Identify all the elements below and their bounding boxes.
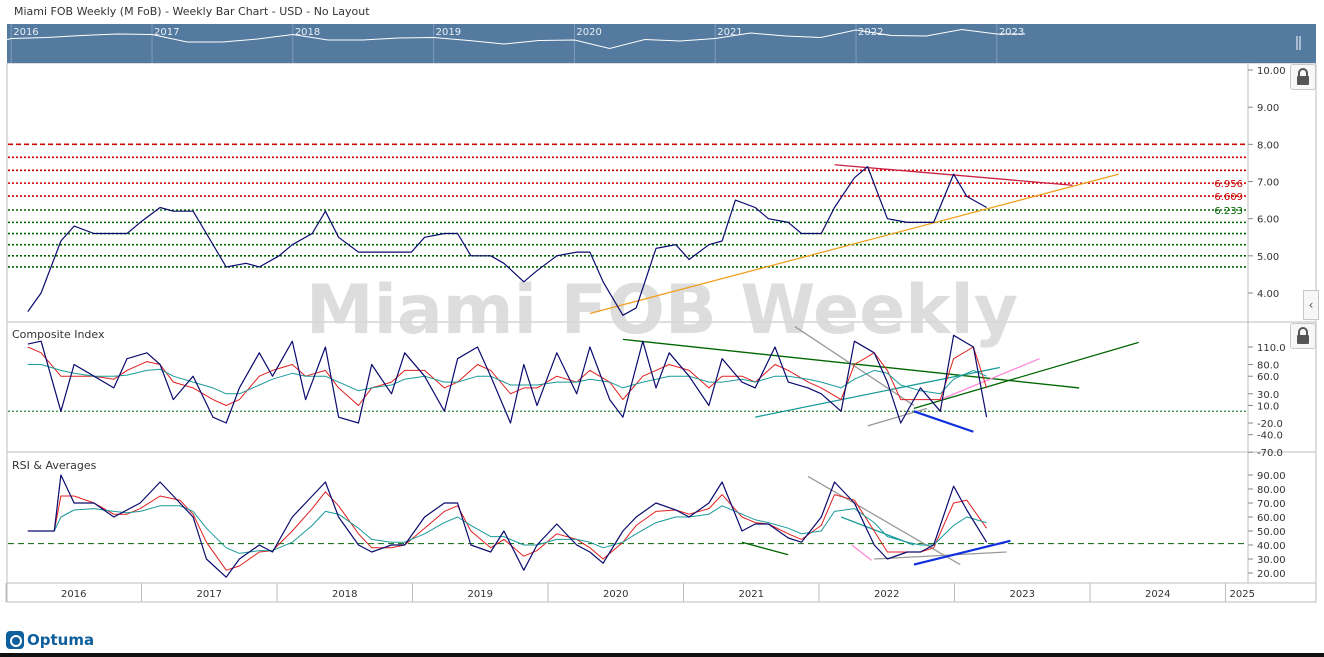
y-axis-tick-label: 10.00 <box>1257 66 1286 77</box>
navigator-background <box>7 24 1316 63</box>
navigator-price-line <box>7 28 1025 50</box>
y-axis-tick-label: 60.0 <box>1257 372 1279 383</box>
y-axis-tick-label: 30.0 <box>1257 390 1279 401</box>
y-axis-tick-label: 4.00 <box>1257 289 1279 300</box>
panel-title: RSI & Averages <box>12 459 97 472</box>
y-axis-tick-label: 6.00 <box>1257 215 1279 226</box>
x-axis-year-label: 2024 <box>1145 589 1170 600</box>
watermark: Miami FOB Weekly <box>306 271 1018 350</box>
brand-logo: Optuma <box>6 630 94 650</box>
y-axis-tick-label: 8.00 <box>1257 140 1279 151</box>
y-axis-tick-label: 7.00 <box>1257 178 1279 189</box>
x-axis-year-label: 2023 <box>1010 589 1035 600</box>
y-axis-tick-label: 9.00 <box>1257 103 1279 114</box>
lock-icon <box>1297 327 1309 344</box>
rsi-average-line <box>27 491 988 571</box>
y-axis-tick-label: -40.0 <box>1257 431 1283 442</box>
y-axis-tick-label: 110.0 <box>1257 343 1286 354</box>
trend-line[interactable] <box>940 358 1040 401</box>
trend-line[interactable] <box>913 539 1011 566</box>
y-axis-tick-label: 50.00 <box>1257 527 1286 538</box>
navigator-scroll-handle[interactable] <box>1296 36 1301 50</box>
chevron-left-icon[interactable]: ‹ <box>1303 290 1319 320</box>
lock-icon[interactable] <box>1290 64 1316 90</box>
chart-area[interactable]: Miami FOB Weekly 6.956 6.609 6.233 10.00 9.… <box>0 63 1324 603</box>
y-axis-tick-label: 20.00 <box>1257 569 1286 580</box>
x-axis-year-label: 2017 <box>197 589 222 600</box>
navigator-year-label: 2016 <box>13 27 38 38</box>
navigator-year-label: 2023 <box>999 27 1024 38</box>
y-axis-tick-label: -20.0 <box>1257 419 1283 430</box>
y-axis-tick-label: 70.00 <box>1257 499 1286 510</box>
y-axis-tick-label: 60.00 <box>1257 513 1286 524</box>
trend-line[interactable] <box>755 366 1000 418</box>
trend-line[interactable] <box>874 551 1007 560</box>
lock-icon <box>1297 68 1309 85</box>
rsi-average-line <box>27 505 987 554</box>
trend-line[interactable] <box>794 325 915 407</box>
rsi-line <box>27 474 988 578</box>
brand-name: Optuma <box>27 631 95 649</box>
navigator-year-label: 2019 <box>436 27 461 38</box>
y-axis-tick-label: 80.00 <box>1257 485 1286 496</box>
trend-line[interactable] <box>851 544 872 561</box>
chart-frame <box>6 63 1317 603</box>
navigator-year-label: 2018 <box>295 27 320 38</box>
bottom-bar <box>0 653 1324 657</box>
price-level-label: 6.609 <box>1214 192 1243 203</box>
panel-title: Composite Index <box>12 328 105 341</box>
x-axis-year-label: 2022 <box>874 589 899 600</box>
x-axis-year-label: 2025 <box>1230 589 1255 600</box>
x-axis-year-label: 2020 <box>603 589 628 600</box>
trend-line[interactable] <box>913 410 974 433</box>
trend-line[interactable] <box>913 341 1139 410</box>
x-axis-year-label: 2016 <box>61 589 86 600</box>
x-axis-year-label: 2018 <box>332 589 357 600</box>
composite-index-line <box>27 334 988 424</box>
price-level-label: 6.956 <box>1214 179 1243 190</box>
composite-average-line <box>27 364 987 395</box>
trend-line[interactable] <box>589 173 1120 315</box>
price-level-label: 6.233 <box>1214 206 1243 217</box>
optuma-logo-icon <box>6 631 24 649</box>
trend-line[interactable] <box>741 541 789 556</box>
window-title: Miami FOB Weekly (M FoB) - Weekly Bar Ch… <box>14 5 370 18</box>
x-axis-year-label: 2021 <box>739 589 764 600</box>
y-axis-tick-label: 10.0 <box>1257 401 1279 412</box>
y-axis-tick-label: 5.00 <box>1257 252 1279 263</box>
navigator-year-label: 2020 <box>576 27 601 38</box>
lock-icon[interactable] <box>1290 323 1316 349</box>
trend-line[interactable] <box>807 475 961 566</box>
y-axis-tick-label: -70.0 <box>1257 448 1283 459</box>
composite-average-line <box>27 346 988 406</box>
y-axis-tick-label: 30.00 <box>1257 555 1286 566</box>
x-axis-year-label: 2019 <box>468 589 493 600</box>
y-axis-tick-label: 80.0 <box>1257 361 1279 372</box>
navigator-year-label: 2017 <box>154 27 179 38</box>
y-axis-tick-label: 40.00 <box>1257 541 1286 552</box>
y-axis-tick-label: 90.00 <box>1257 471 1286 482</box>
price-series-line <box>27 166 987 316</box>
timeline-navigator[interactable]: 2016 2017 2018 2019 2020 2021 2022 2023 <box>7 24 1316 63</box>
navigator-year-label: 2021 <box>717 27 742 38</box>
